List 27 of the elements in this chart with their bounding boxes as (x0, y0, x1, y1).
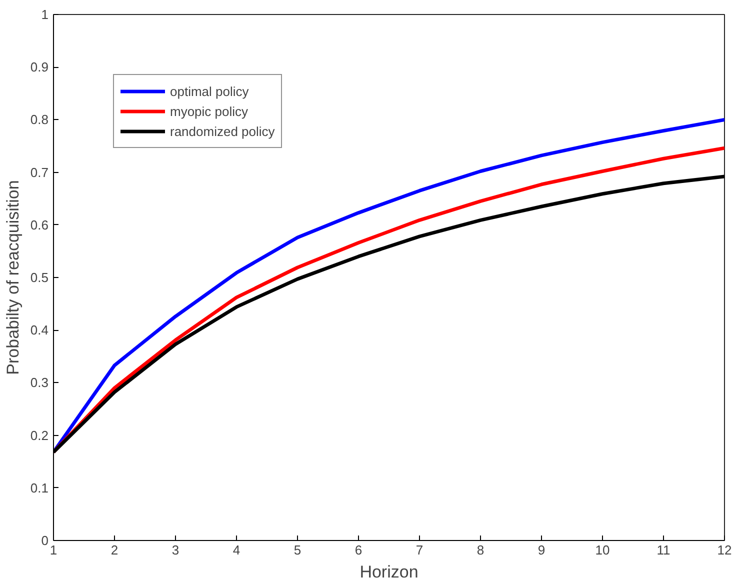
y-tick-label: 0.6 (30, 217, 49, 232)
y-tick-label: 0.7 (30, 164, 49, 180)
y-tick-label: 0.9 (30, 60, 49, 75)
y-tick-label: 0.2 (30, 428, 49, 443)
x-tick-label: 11 (656, 542, 670, 558)
x-tick-label: 7 (416, 542, 424, 558)
y-axis-title: Probabilty of reacquisition (3, 180, 22, 375)
legend-label: optimal policy (170, 84, 249, 98)
x-tick-label: 4 (232, 542, 240, 558)
y-tick-label: 0.3 (30, 375, 49, 390)
legend-label: randomized policy (170, 124, 275, 138)
y-tick-label: 0.4 (30, 322, 49, 338)
y-tick-label: 0 (41, 533, 49, 548)
x-tick-label: 9 (538, 542, 546, 558)
x-tick-label: 10 (595, 542, 610, 558)
x-tick-label: 6 (354, 542, 362, 558)
x-tick-label: 12 (717, 542, 732, 558)
legend-label: myopic policy (170, 104, 248, 118)
x-tick-label: 5 (294, 542, 302, 558)
x-tick-label: 3 (172, 542, 180, 558)
y-tick-label: 1 (41, 7, 49, 22)
x-axis-title: Horizon (360, 562, 418, 582)
x-tick-label: 2 (110, 542, 118, 558)
y-tick-label: 0.1 (30, 480, 49, 496)
x-tick-label: 8 (476, 542, 484, 558)
y-tick-label: 0.8 (30, 112, 49, 128)
y-tick-label: 0.5 (30, 270, 49, 285)
